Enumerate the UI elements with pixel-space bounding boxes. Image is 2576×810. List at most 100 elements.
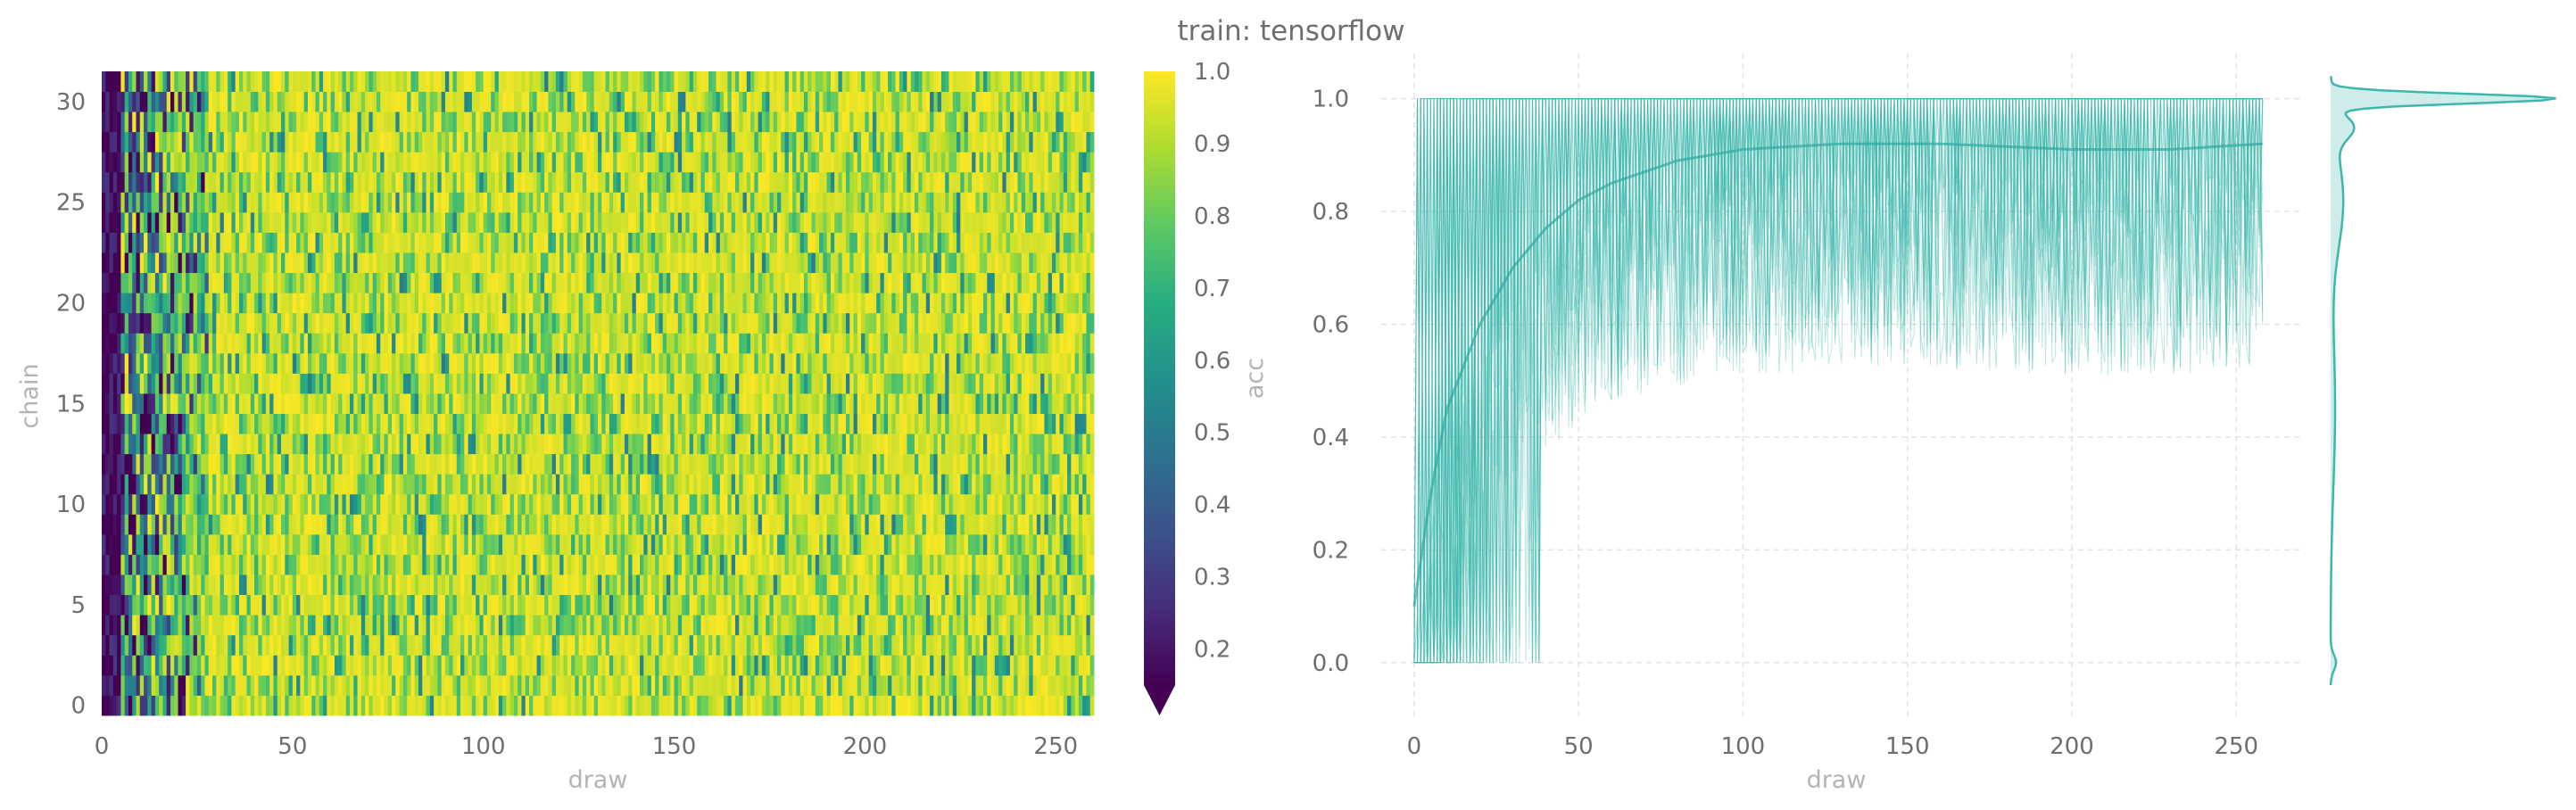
heatmap-cell xyxy=(761,634,766,656)
heatmap-cell xyxy=(269,533,274,555)
heatmap-cell xyxy=(109,695,114,716)
heatmap-cell xyxy=(132,413,137,434)
heatmap-cell xyxy=(285,352,289,374)
heatmap-cell xyxy=(910,695,915,716)
heatmap-cell xyxy=(708,373,713,394)
heatmap-cell xyxy=(590,434,595,455)
heatmap-cell xyxy=(796,352,801,374)
heatmap-cell xyxy=(476,533,480,555)
heatmap-cell xyxy=(486,574,492,596)
heatmap-cell xyxy=(1067,373,1072,394)
heatmap-cell xyxy=(1036,393,1041,414)
heatmap-cell xyxy=(178,574,183,596)
heatmap-cell xyxy=(319,493,324,515)
heatmap-cell xyxy=(395,533,400,555)
heatmap-cell xyxy=(1025,333,1030,354)
heatmap-cell xyxy=(486,615,492,636)
heatmap-cell xyxy=(204,493,210,515)
heatmap-cell xyxy=(468,474,473,495)
heatmap-cell xyxy=(593,615,599,636)
heatmap-cell xyxy=(258,352,263,374)
heatmap-cell xyxy=(147,574,152,596)
heatmap-cell xyxy=(826,352,832,374)
heatmap-cell xyxy=(605,434,610,455)
heatmap-cell xyxy=(792,474,797,495)
heatmap-cell xyxy=(697,674,701,696)
heatmap-cell xyxy=(1071,434,1076,455)
heatmap-cell xyxy=(632,674,637,696)
heatmap-cell xyxy=(575,533,580,555)
heatmap-cell xyxy=(987,695,991,716)
heatmap-cell xyxy=(903,474,907,495)
heatmap-cell xyxy=(128,655,133,676)
heatmap-cell xyxy=(392,695,396,716)
heatmap-cell xyxy=(174,695,178,716)
heatmap-cell xyxy=(647,634,652,656)
heatmap-cell xyxy=(254,655,259,676)
heatmap-cell xyxy=(102,413,106,434)
heatmap-cell xyxy=(269,655,274,676)
heatmap-cell xyxy=(502,554,507,575)
heatmap-cell xyxy=(506,413,511,434)
heatmap-cell xyxy=(186,474,190,495)
heatmap-cell xyxy=(933,634,939,656)
heatmap-cell xyxy=(1048,594,1053,616)
heatmap-cell xyxy=(250,615,255,636)
heatmap-cell xyxy=(922,594,927,616)
heatmap-cell xyxy=(392,615,396,636)
heatmap-cell xyxy=(434,333,438,354)
heatmap-cell xyxy=(219,554,225,575)
heatmap-cell xyxy=(692,594,698,616)
heatmap-cell xyxy=(303,333,309,354)
heatmap-cell xyxy=(181,695,186,716)
heatmap-cell xyxy=(922,634,927,656)
heatmap-cell xyxy=(716,453,721,475)
heatmap-cell xyxy=(486,333,492,354)
heatmap-cell xyxy=(1082,533,1087,555)
heatmap-cell xyxy=(933,695,939,716)
heatmap-cell xyxy=(979,333,984,354)
heatmap-cell xyxy=(212,574,217,596)
heatmap-cell xyxy=(662,434,667,455)
heatmap-cell xyxy=(853,434,858,455)
heatmap-cell xyxy=(464,674,468,696)
heatmap-cell xyxy=(128,615,133,636)
heatmap-cell xyxy=(841,413,847,434)
heatmap-cell xyxy=(288,333,294,354)
heatmap-cell xyxy=(677,453,683,475)
heatmap-cell xyxy=(586,393,591,414)
heatmap-cell xyxy=(1071,474,1076,495)
heatmap-cell xyxy=(449,695,453,716)
heatmap-cell xyxy=(426,554,431,575)
heatmap-cell xyxy=(761,574,766,596)
heatmap-cell xyxy=(567,655,572,676)
heatmap-cell xyxy=(620,615,625,636)
heatmap-cell xyxy=(166,352,171,374)
heatmap-cell xyxy=(888,434,892,455)
heatmap-cell xyxy=(178,594,183,616)
heatmap-cell xyxy=(975,615,981,636)
heatmap-cell xyxy=(788,333,793,354)
heatmap-cell xyxy=(716,352,721,374)
heatmap-cell xyxy=(734,474,740,495)
heatmap-cell xyxy=(853,695,858,716)
heatmap-cell xyxy=(655,514,659,535)
heatmap-cell xyxy=(1025,615,1030,636)
heatmap-cell xyxy=(109,574,114,596)
heatmap-cell xyxy=(502,434,507,455)
heatmap-cell xyxy=(914,655,919,676)
heatmap-cell xyxy=(945,634,949,656)
heatmap-cell xyxy=(888,373,892,394)
heatmap-cell xyxy=(750,333,755,354)
heatmap-cell xyxy=(1032,413,1038,434)
heatmap-cell xyxy=(739,333,743,354)
heatmap-cell xyxy=(219,574,225,596)
heatmap-cell xyxy=(677,434,683,455)
heatmap-cell xyxy=(285,655,289,676)
heatmap-cell xyxy=(716,514,721,535)
heatmap-cell xyxy=(1040,655,1045,676)
heatmap-cell xyxy=(506,695,511,716)
heatmap-cell xyxy=(1067,493,1072,515)
heatmap-cell xyxy=(468,434,473,455)
heatmap-cell xyxy=(1059,655,1064,676)
